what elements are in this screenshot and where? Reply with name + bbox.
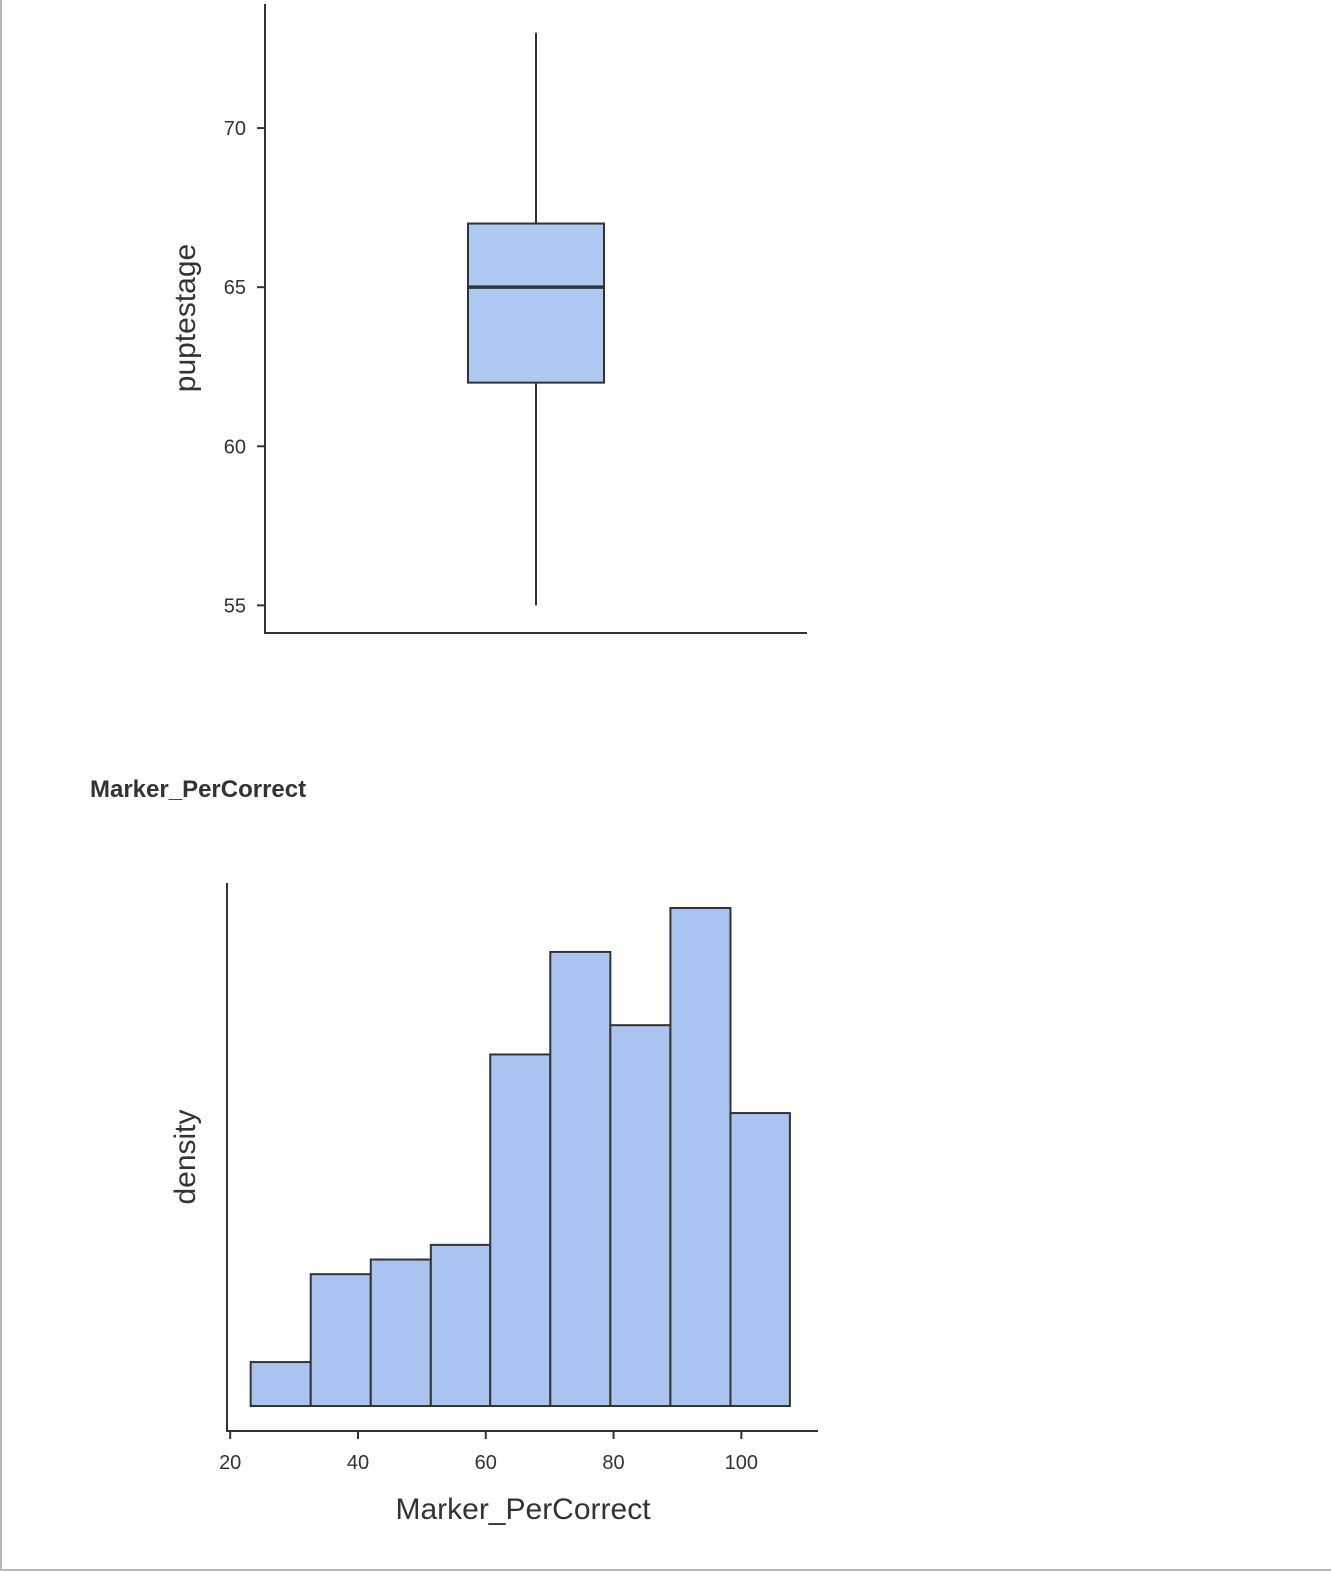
boxplot-y-axis-title: puptestage xyxy=(169,244,202,392)
boxplot-y-tick-label: 65 xyxy=(224,277,246,299)
histogram-bar xyxy=(429,1243,492,1407)
histogram-bar xyxy=(669,907,732,1407)
histogram-x-tick-label: 40 xyxy=(347,1452,369,1474)
histogram-x-tick-label: 20 xyxy=(219,1452,241,1474)
boxplot-y-ticks: 55 60 65 70 xyxy=(224,118,265,617)
histogram-bar xyxy=(549,950,612,1407)
boxplot-y-tick-label: 60 xyxy=(224,436,246,458)
histogram-bar xyxy=(609,1024,672,1408)
histogram-bar xyxy=(249,1361,312,1408)
histogram-chart: 20 40 60 80 100 density Marker_PerCorrect xyxy=(169,883,818,1526)
histogram-x-ticks: 20 40 60 80 100 xyxy=(219,1431,758,1474)
histogram-x-tick-label: 60 xyxy=(475,1452,497,1474)
section-title: Marker_PerCorrect xyxy=(90,776,307,803)
histogram-x-tick-label: 80 xyxy=(602,1452,624,1474)
boxplot-chart: 55 60 65 70 puptestage xyxy=(169,4,807,634)
boxplot-y-tick-label: 55 xyxy=(224,595,246,617)
histogram-y-axis-title: density xyxy=(169,1109,202,1204)
histogram-x-axis-title: Marker_PerCorrect xyxy=(395,1493,651,1526)
histogram-bar xyxy=(369,1258,432,1407)
boxplot-box xyxy=(467,222,605,384)
histogram-bar xyxy=(729,1112,791,1407)
histogram-x-tick-label: 100 xyxy=(725,1452,758,1474)
histogram-bar xyxy=(489,1053,552,1407)
boxplot-y-tick-label: 70 xyxy=(224,118,246,140)
histogram-bar xyxy=(309,1273,372,1408)
histogram-bars xyxy=(249,907,791,1408)
